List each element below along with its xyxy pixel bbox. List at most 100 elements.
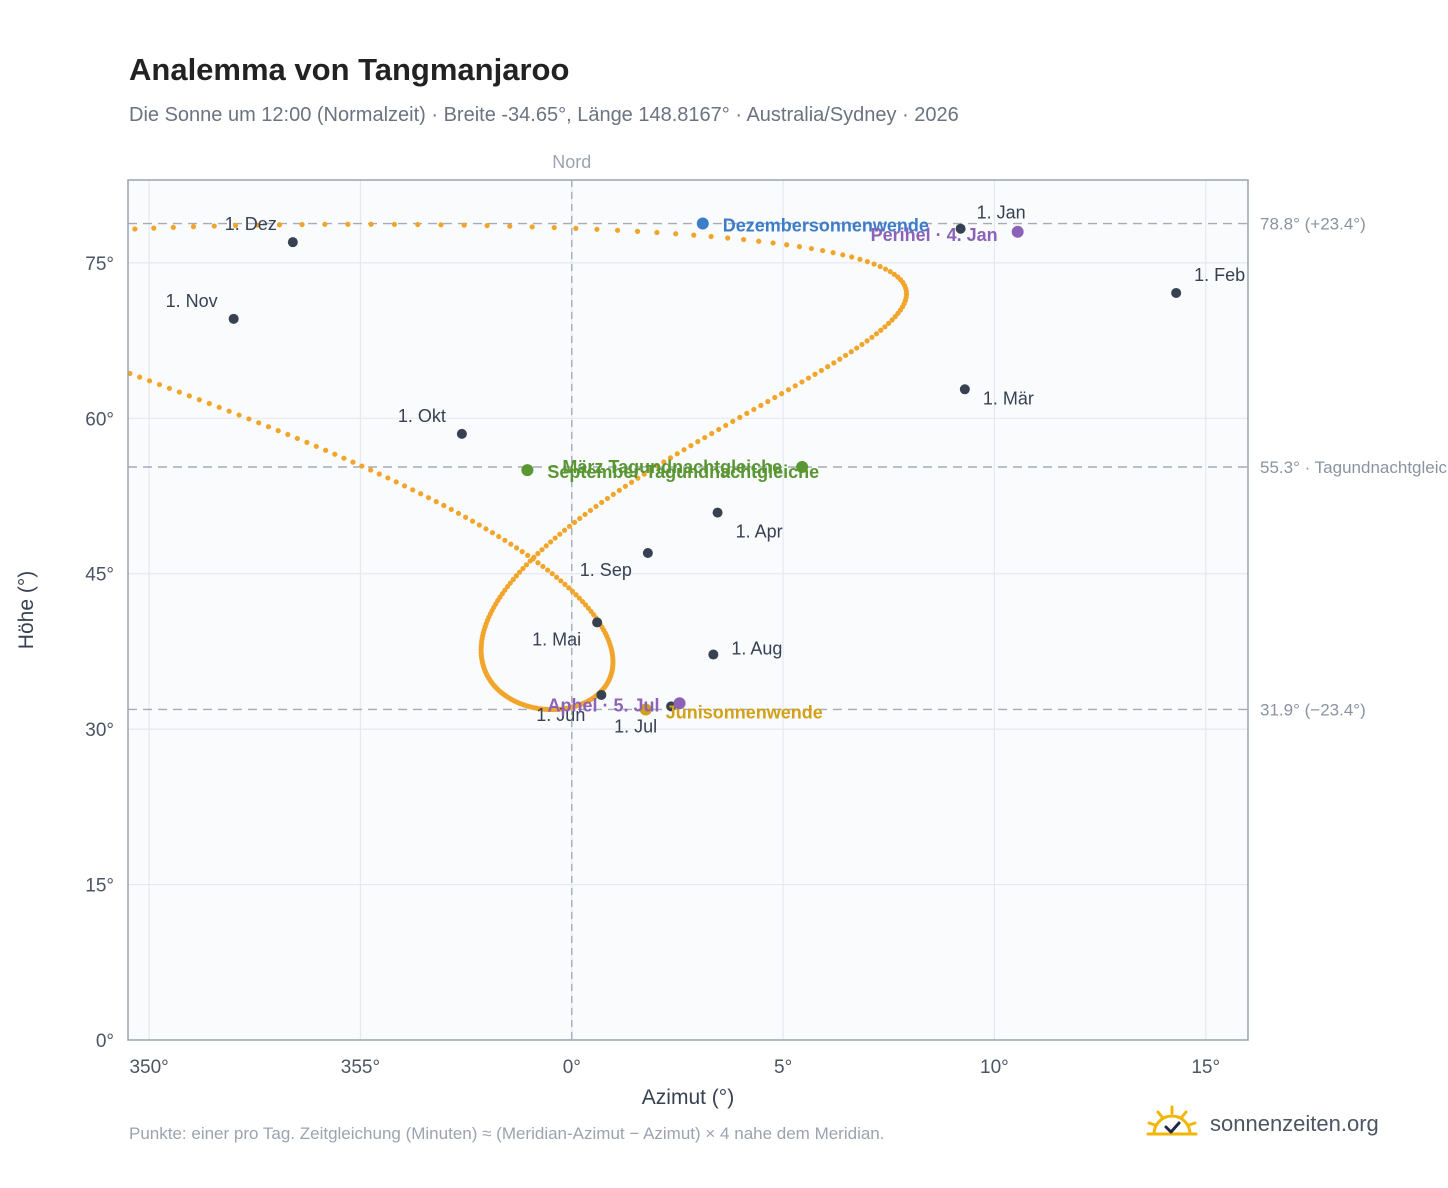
day-point bbox=[878, 327, 884, 333]
day-point bbox=[784, 242, 790, 248]
x-tick-label: 355° bbox=[341, 1057, 380, 1078]
day-point bbox=[438, 222, 444, 228]
day-point bbox=[864, 338, 870, 344]
day-point bbox=[540, 563, 546, 570]
month-label: 1. Jan bbox=[977, 203, 1026, 223]
day-point bbox=[376, 471, 382, 477]
brand[interactable]: sonnenzeiten.org bbox=[1144, 1100, 1379, 1148]
day-point bbox=[723, 422, 729, 429]
day-point bbox=[484, 223, 490, 229]
day-point bbox=[170, 224, 176, 230]
day-point bbox=[332, 451, 338, 457]
day-point bbox=[502, 537, 508, 543]
day-point bbox=[425, 495, 432, 501]
day-point bbox=[566, 585, 572, 591]
day-point bbox=[108, 363, 113, 368]
day-point bbox=[892, 314, 898, 320]
day-point bbox=[519, 549, 525, 555]
y-tick-label: 60° bbox=[85, 409, 114, 430]
day-point bbox=[64, 231, 69, 236]
x-tick-label: 10° bbox=[980, 1057, 1009, 1078]
month-markers: 1. Jan 1. Feb 1. Mär 1. Apr 1. Mai 1. Jun 1. J… bbox=[166, 203, 1246, 737]
day-point bbox=[566, 523, 573, 529]
day-point bbox=[418, 491, 424, 497]
month-label: 1. Dez bbox=[225, 214, 277, 234]
day-point bbox=[49, 232, 54, 237]
event-marker bbox=[639, 703, 652, 716]
day-point bbox=[118, 367, 123, 372]
day-point bbox=[628, 479, 635, 485]
event-marker bbox=[1011, 225, 1024, 238]
day-point bbox=[593, 503, 599, 510]
day-point bbox=[196, 397, 202, 403]
day-point bbox=[523, 562, 530, 568]
day-point bbox=[654, 463, 660, 469]
day-point bbox=[825, 364, 831, 370]
day-point bbox=[415, 221, 421, 228]
month-marker bbox=[456, 428, 467, 439]
day-point bbox=[70, 349, 75, 354]
day-point bbox=[582, 511, 588, 518]
day-point bbox=[871, 261, 877, 267]
day-point bbox=[17, 328, 22, 333]
footnote: Punkte: einer pro Tag. Zeitgleichung (Mi… bbox=[129, 1124, 885, 1143]
day-point bbox=[254, 222, 260, 228]
month-marker bbox=[596, 689, 607, 700]
event-label: Aphel · 5. Jul bbox=[548, 695, 660, 715]
day-point bbox=[539, 547, 545, 553]
day-point bbox=[0, 238, 3, 243]
day-point bbox=[737, 414, 743, 421]
day-point bbox=[313, 443, 319, 449]
day-point bbox=[641, 471, 647, 477]
day-point bbox=[830, 250, 836, 256]
y-tick-label: 0° bbox=[96, 1031, 114, 1052]
month-label: 1. Jul bbox=[614, 716, 657, 736]
day-point bbox=[232, 222, 239, 229]
month-marker bbox=[228, 313, 239, 324]
day-point bbox=[772, 394, 778, 401]
day-point bbox=[265, 424, 272, 430]
day-point bbox=[441, 502, 447, 509]
y-tick-label: 45° bbox=[85, 565, 114, 586]
day-point bbox=[548, 539, 554, 545]
day-point bbox=[681, 447, 687, 453]
month-label: 1. Okt bbox=[398, 406, 446, 426]
day-point bbox=[616, 487, 622, 493]
day-point bbox=[535, 560, 541, 566]
day-point bbox=[190, 224, 197, 230]
day-point bbox=[573, 592, 579, 598]
day-point bbox=[275, 428, 281, 434]
day-point bbox=[577, 515, 583, 522]
event-marker bbox=[673, 697, 686, 710]
day-point bbox=[345, 221, 351, 227]
day-point bbox=[571, 519, 578, 525]
month-label: 1. Mär bbox=[983, 388, 1034, 408]
day-point bbox=[483, 526, 489, 532]
month-label: 1. Nov bbox=[166, 291, 218, 311]
day-point bbox=[256, 420, 262, 426]
day-point bbox=[667, 455, 674, 461]
day-point bbox=[520, 565, 526, 572]
day-point bbox=[691, 232, 697, 238]
day-point bbox=[716, 426, 722, 433]
day-point bbox=[661, 459, 667, 465]
day-point bbox=[410, 487, 416, 493]
reference-label: 78.8° (+23.4°) bbox=[1260, 215, 1366, 234]
day-point bbox=[530, 556, 536, 562]
day-point bbox=[869, 334, 875, 340]
day-point bbox=[114, 227, 119, 232]
day-point bbox=[889, 317, 895, 323]
month-marker bbox=[287, 237, 298, 248]
day-point bbox=[166, 385, 173, 391]
day-point bbox=[654, 229, 660, 236]
day-point bbox=[156, 381, 163, 388]
event-marker bbox=[796, 461, 809, 474]
day-point bbox=[368, 221, 374, 227]
day-point bbox=[34, 335, 39, 340]
month-marker bbox=[712, 507, 723, 518]
day-point bbox=[558, 578, 564, 584]
day-point bbox=[461, 222, 467, 228]
day-point bbox=[854, 345, 860, 351]
day-point bbox=[765, 398, 771, 405]
brand-name[interactable]: sonnenzeiten.org bbox=[1210, 1111, 1379, 1136]
